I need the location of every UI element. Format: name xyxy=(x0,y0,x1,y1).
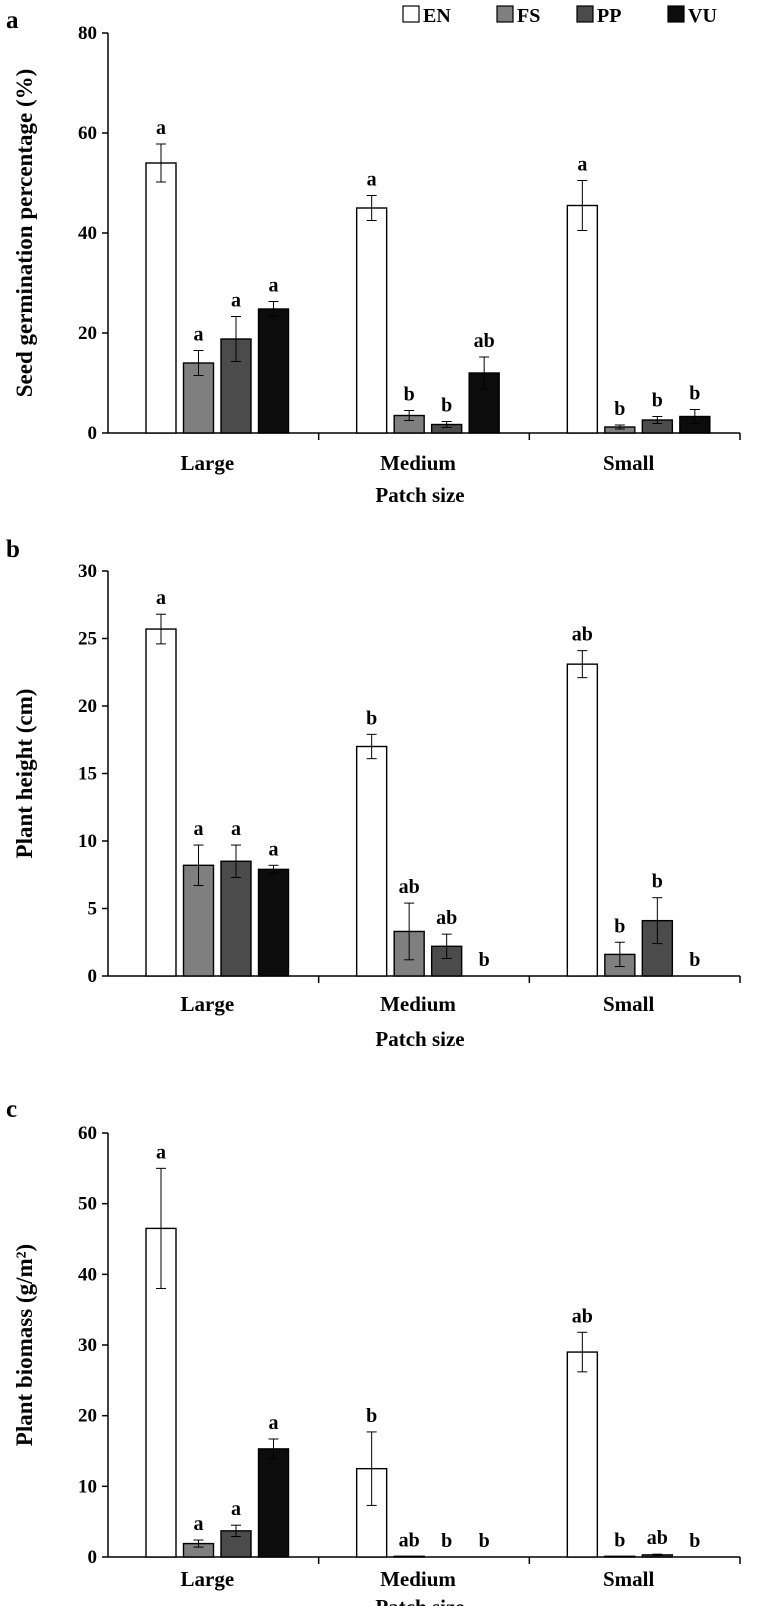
significance-letter: b xyxy=(689,1530,700,1552)
significance-letter: a xyxy=(577,154,587,176)
panel-a: a 0 20 40 60 80 Large Medium Small Patch size Seed… xyxy=(6,7,741,507)
x-tick-label: Medium xyxy=(380,992,456,1016)
legend-label-en: EN xyxy=(423,5,451,27)
bar-pp-large xyxy=(220,860,252,977)
y-tick-label: 50 xyxy=(78,1194,97,1215)
x-axis-label: Patch size xyxy=(375,1027,464,1051)
significance-letter: a xyxy=(231,290,241,312)
bar-vu-large xyxy=(257,1448,290,1558)
significance-letter: ab xyxy=(399,876,420,898)
y-tick-label: 20 xyxy=(78,1406,97,1427)
bar-en-medium xyxy=(355,745,388,977)
significance-letter: b xyxy=(689,383,700,405)
x-tick-label: Large xyxy=(181,1567,235,1591)
legend-swatch-pp xyxy=(576,5,594,23)
significance-letter: a xyxy=(269,838,279,860)
significance-letter: b xyxy=(652,390,663,412)
significance-letter: b xyxy=(441,395,452,417)
y-axis-label: Plant biomass (g/m²) xyxy=(12,1244,37,1446)
y-tick-label: 20 xyxy=(78,696,97,717)
significance-letter: b xyxy=(652,871,663,893)
legend-label-fs: FS xyxy=(517,5,540,27)
panel-letter: c xyxy=(6,1096,17,1123)
legend: EN FS PP VU xyxy=(402,5,717,27)
significance-letter: ab xyxy=(572,624,593,646)
y-tick-label: 15 xyxy=(78,764,97,785)
y-tick-label: 10 xyxy=(78,1476,97,1497)
significance-letter: a xyxy=(194,1513,204,1535)
y-tick-label: 60 xyxy=(78,123,97,144)
significance-letter: a xyxy=(156,1141,166,1163)
x-tick-label: Large xyxy=(181,992,235,1016)
significance-letter: b xyxy=(614,398,625,420)
legend-label-pp: PP xyxy=(597,5,621,27)
panel-b: b 0 5 10 15 20 25 30 Large Medium Small Patch size P… xyxy=(6,536,741,1051)
y-tick-label: 30 xyxy=(78,561,97,582)
significance-letter: b xyxy=(366,707,377,729)
significance-letter: b xyxy=(614,1529,625,1551)
significance-letter: b xyxy=(404,384,415,406)
significance-letter: a xyxy=(231,818,241,840)
y-tick-label: 0 xyxy=(88,966,98,987)
x-axis-label: Patch size xyxy=(375,1595,464,1606)
significance-letter: ab xyxy=(399,1529,420,1551)
legend-swatch-vu xyxy=(667,5,685,23)
bar-en-medium xyxy=(355,207,388,434)
y-axis-label: Seed germination percentage (%) xyxy=(12,69,37,398)
bar-en-small xyxy=(566,663,599,977)
x-tick-label: Small xyxy=(603,1567,655,1591)
significance-letter: a xyxy=(367,169,377,191)
x-axis-label: Patch size xyxy=(375,483,464,507)
legend-swatch-fs xyxy=(496,5,514,23)
significance-letter: ab xyxy=(572,1305,593,1327)
x-tick-label: Medium xyxy=(380,1567,456,1591)
y-tick-label: 10 xyxy=(78,831,97,852)
x-tick-label: Small xyxy=(603,451,655,475)
y-tick-label: 0 xyxy=(88,423,98,444)
significance-letter: b xyxy=(366,1405,377,1427)
y-tick-label: 25 xyxy=(78,629,97,650)
y-tick-label: 5 xyxy=(88,899,98,920)
significance-letter: b xyxy=(479,1530,490,1552)
legend-label-vu: VU xyxy=(688,5,717,27)
y-tick-label: 80 xyxy=(78,23,97,44)
significance-letter: b xyxy=(689,949,700,971)
legend-swatch-en xyxy=(402,5,420,23)
bar-fs-small xyxy=(604,1555,636,1558)
bar-en-small xyxy=(566,204,599,434)
bar-en-large xyxy=(145,162,177,434)
y-tick-label: 40 xyxy=(78,1264,97,1285)
y-axis-label: Plant height (cm) xyxy=(12,689,37,859)
significance-letter: b xyxy=(479,949,490,971)
bar-en-small xyxy=(566,1351,599,1558)
panel-letter: a xyxy=(6,7,19,34)
significance-letter: ab xyxy=(436,907,457,929)
panel-c: c 0 10 20 30 40 50 60 Large Medium Small Patch size… xyxy=(6,1096,741,1606)
bar-en-large xyxy=(145,628,177,977)
y-tick-label: 0 xyxy=(88,1547,98,1568)
y-tick-label: 60 xyxy=(78,1123,97,1144)
significance-letter: a xyxy=(156,117,166,139)
y-tick-label: 20 xyxy=(78,323,97,344)
bar-vu-large xyxy=(257,308,290,434)
y-tick-label: 30 xyxy=(78,1335,97,1356)
significance-letter: a xyxy=(269,275,279,297)
significance-letter: a xyxy=(231,1498,241,1520)
significance-letter: b xyxy=(614,915,625,937)
significance-letter: b xyxy=(441,1530,452,1552)
bar-fs-medium xyxy=(393,1555,425,1558)
significance-letter: ab xyxy=(647,1527,668,1549)
panel-letter: b xyxy=(6,536,20,563)
significance-letter: ab xyxy=(474,330,495,352)
significance-letter: a xyxy=(194,324,204,346)
significance-letter: a xyxy=(194,818,204,840)
y-tick-label: 40 xyxy=(78,223,97,244)
x-tick-label: Small xyxy=(603,992,655,1016)
x-tick-label: Large xyxy=(181,451,235,475)
bar-vu-large xyxy=(257,868,290,977)
significance-letter: a xyxy=(156,587,166,609)
significance-letter: a xyxy=(269,1412,279,1434)
x-tick-label: Medium xyxy=(380,451,456,475)
